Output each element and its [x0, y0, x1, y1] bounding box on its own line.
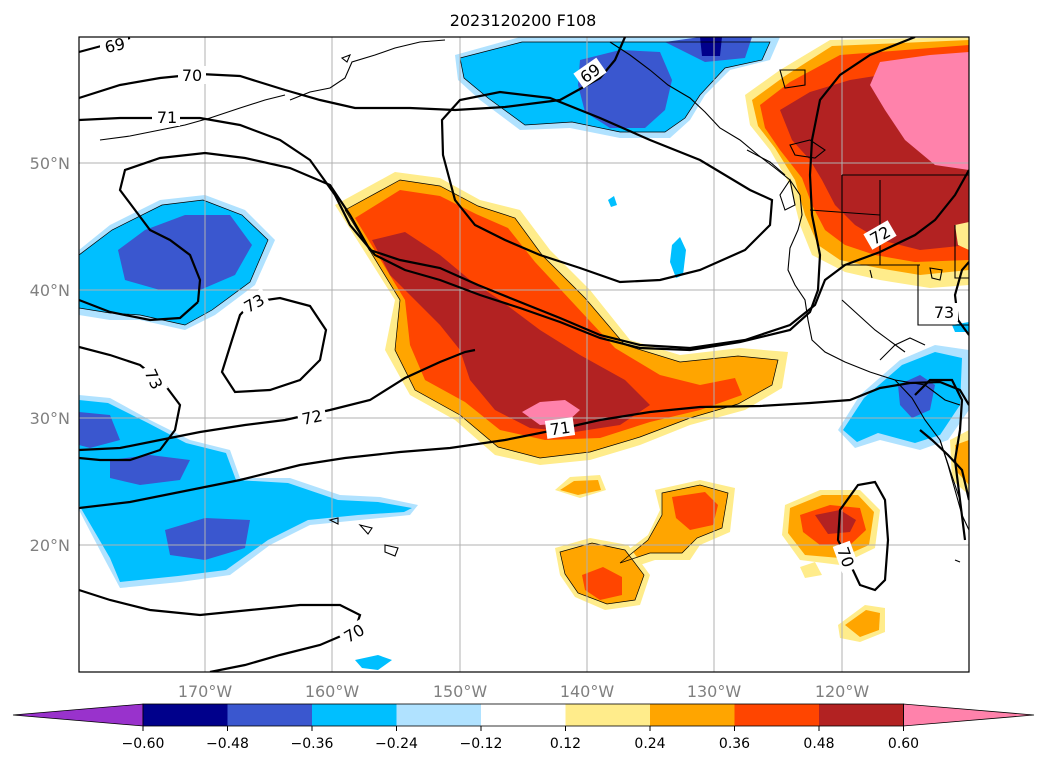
lon-label-160w: 160°W [305, 682, 360, 701]
lat-label-40n: 40°N [30, 281, 70, 300]
colorbar-bin [481, 704, 566, 726]
colorbar-bin [396, 704, 482, 726]
contour-label: 73 [934, 303, 954, 322]
colorbar-bin [819, 704, 904, 726]
colorbar-tick-label: 0.12 [550, 736, 581, 752]
map-title: 2023120200 F108 [450, 11, 597, 30]
colorbar-tick-label: 0.24 [634, 736, 665, 752]
lon-label-120w: 120°W [815, 682, 870, 701]
colorbar-bin [734, 704, 820, 726]
contour-label: 72 [300, 406, 324, 429]
lat-label-50n: 50°N [30, 154, 70, 173]
latitude-labels: 50°N 40°N 30°N 20°N [30, 154, 70, 555]
colorbar-bin [312, 704, 397, 726]
lon-label-170w: 170°W [178, 682, 233, 701]
colorbar-bin [650, 704, 735, 726]
strong-positive-core [355, 190, 742, 440]
colorbar-tick-label: 0.36 [719, 736, 750, 752]
lon-label-140w: 140°W [560, 682, 615, 701]
colorbar-bin [565, 704, 651, 726]
colorbar: −0.60 −0.48 −0.36 −0.24 −0.12 0.12 0.24 0.36 0.4… [12, 703, 1035, 752]
colorbar-tick-label: −0.36 [291, 736, 334, 752]
colorbar-tick-label: 0.48 [803, 736, 834, 752]
anomaly-shading [79, 37, 969, 670]
colorbar-tick-label: −0.48 [206, 736, 249, 752]
map-area: 69 70 71 69 73 73 72 71 72 73 70 70 [79, 34, 969, 672]
colorbar-bin [143, 704, 228, 726]
lat-label-20n: 20°N [30, 536, 70, 555]
colorbar-tick-label: −0.60 [122, 736, 165, 752]
colorbar-tick-label: −0.24 [375, 736, 418, 752]
contour-label: 71 [157, 108, 177, 127]
contour-labels: 69 70 71 69 73 73 72 71 72 73 70 70 [100, 34, 958, 648]
coastlines [99, 39, 969, 563]
contour-label: 70 [182, 66, 202, 85]
contour-label: 69 [103, 34, 127, 57]
colorbar-frame [142, 703, 904, 727]
lat-label-30n: 30°N [30, 409, 70, 428]
lon-label-130w: 130°W [687, 682, 742, 701]
colorbar-bin [227, 704, 313, 726]
colorbar-extend-high [903, 703, 1035, 727]
colorbar-extend-low [12, 703, 144, 727]
map-frame [78, 36, 970, 673]
longitude-labels: 170°W 160°W 150°W 140°W 130°W 120°W [178, 682, 870, 701]
colorbar-tick-label: −0.12 [460, 736, 503, 752]
lon-label-150w: 150°W [433, 682, 488, 701]
colorbar-tick-label: 0.60 [888, 736, 919, 752]
contour-label: 71 [549, 418, 572, 440]
